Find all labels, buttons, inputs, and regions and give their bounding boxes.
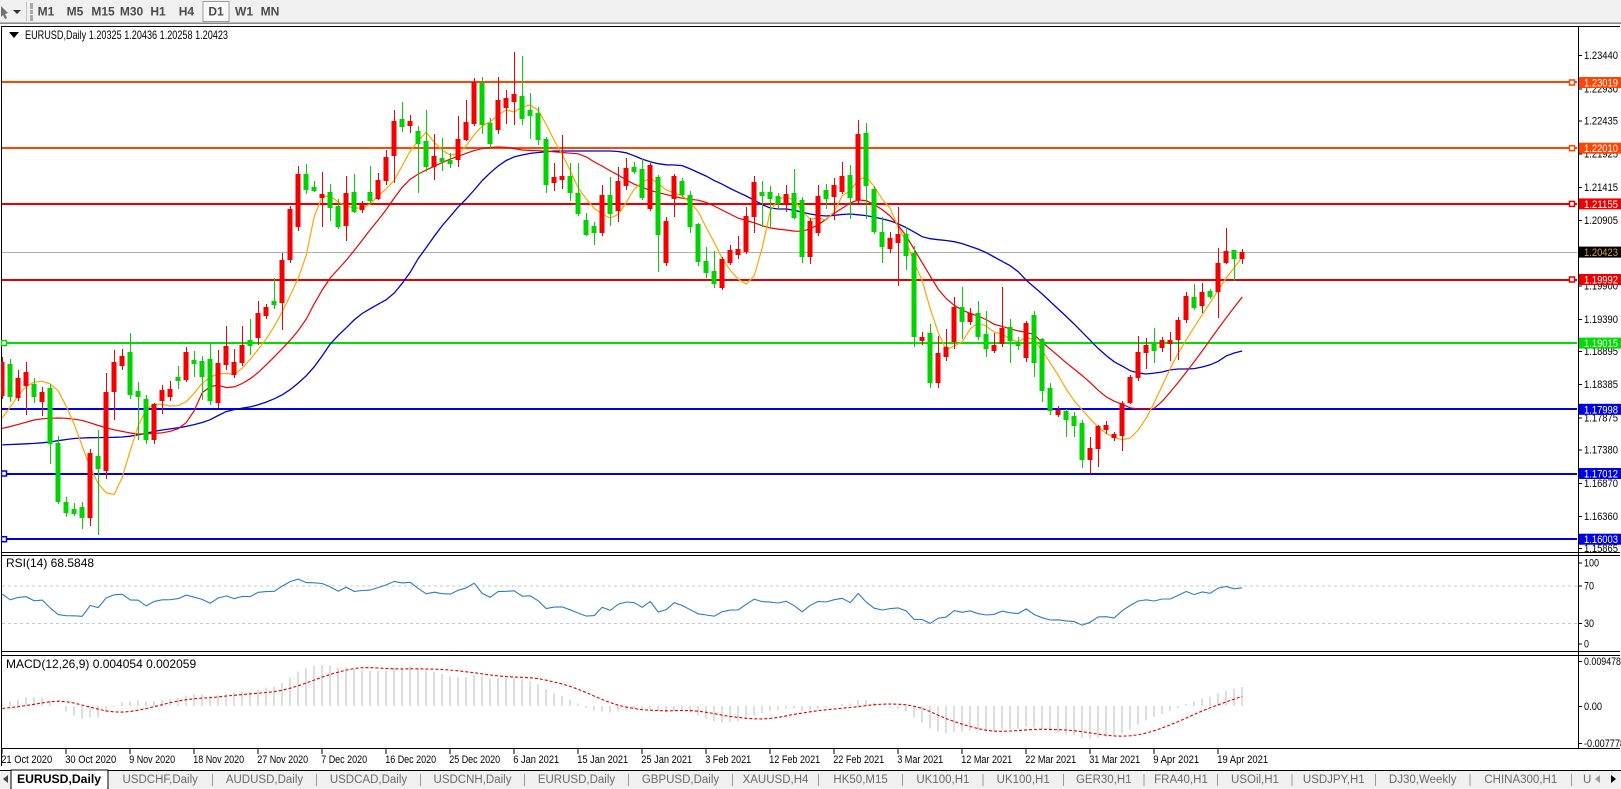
- svg-text:21 Oct 2020: 21 Oct 2020: [1, 754, 52, 766]
- svg-text:3 Mar 2021: 3 Mar 2021: [897, 754, 943, 766]
- svg-text:1.18895: 1.18895: [1584, 346, 1618, 358]
- svg-text:1.17380: 1.17380: [1584, 445, 1618, 457]
- svg-text:RSI(14) 68.5848: RSI(14) 68.5848: [6, 556, 94, 570]
- svg-text:GBPUSD,Daily: GBPUSD,Daily: [642, 774, 720, 786]
- svg-text:DJ30,Weekly: DJ30,Weekly: [1389, 774, 1457, 786]
- svg-text:1.19390: 1.19390: [1584, 314, 1618, 326]
- svg-text:31 Mar 2021: 31 Mar 2021: [1089, 754, 1140, 766]
- svg-text:HK50,M15: HK50,M15: [833, 774, 887, 786]
- svg-text:1.17875: 1.17875: [1584, 412, 1618, 424]
- svg-text:GER30,H1: GER30,H1: [1076, 774, 1132, 786]
- svg-text:3 Feb 2021: 3 Feb 2021: [705, 754, 751, 766]
- svg-text:M5: M5: [67, 5, 84, 19]
- svg-text:1.21155: 1.21155: [1584, 199, 1618, 211]
- svg-text:XAUUSD,H4: XAUUSD,H4: [743, 774, 809, 786]
- svg-text:1.16870: 1.16870: [1584, 478, 1618, 490]
- svg-text:M1: M1: [38, 5, 55, 19]
- svg-text:16 Dec 2020: 16 Dec 2020: [385, 754, 436, 766]
- svg-text:9 Nov 2020: 9 Nov 2020: [129, 754, 175, 766]
- svg-text:1.15865: 1.15865: [1584, 543, 1618, 555]
- svg-text:6 Jan 2021: 6 Jan 2021: [513, 754, 559, 766]
- svg-text:1.23440: 1.23440: [1584, 50, 1618, 62]
- svg-text:22 Feb 2021: 22 Feb 2021: [833, 754, 884, 766]
- svg-text:1.21415: 1.21415: [1584, 182, 1618, 194]
- svg-text:30: 30: [1584, 618, 1594, 630]
- svg-text:W1: W1: [235, 5, 253, 19]
- svg-text:H4: H4: [179, 5, 195, 19]
- svg-text:USDCAD,Daily: USDCAD,Daily: [330, 774, 408, 786]
- svg-text:12 Mar 2021: 12 Mar 2021: [961, 754, 1012, 766]
- svg-text:1.19992: 1.19992: [1584, 275, 1618, 287]
- svg-text:1.20423: 1.20423: [1584, 247, 1618, 259]
- svg-text:19 Apr 2021: 19 Apr 2021: [1217, 754, 1268, 766]
- svg-text:EURUSD,Daily 1.20325 1.20436: EURUSD,Daily 1.20325 1.20436 1.20258 1.2…: [25, 28, 228, 42]
- svg-text:USOil,H1: USOil,H1: [1231, 774, 1279, 786]
- svg-text:-0.007778: -0.007778: [1584, 738, 1621, 750]
- svg-text:18 Nov 2020: 18 Nov 2020: [193, 754, 244, 766]
- svg-text:1.16360: 1.16360: [1584, 511, 1618, 523]
- svg-text:25 Jan 2021: 25 Jan 2021: [641, 754, 692, 766]
- svg-text:EURUSD,Daily: EURUSD,Daily: [17, 774, 102, 786]
- svg-text:EURUSD,Daily: EURUSD,Daily: [538, 774, 616, 786]
- svg-text:12 Feb 2021: 12 Feb 2021: [769, 754, 820, 766]
- svg-text:AUDUSD,Daily: AUDUSD,Daily: [226, 774, 304, 786]
- svg-text:H1: H1: [150, 5, 166, 19]
- svg-text:27 Nov 2020: 27 Nov 2020: [257, 754, 308, 766]
- svg-text:USDCNH,Daily: USDCNH,Daily: [434, 774, 512, 786]
- svg-text:UK100,H1: UK100,H1: [997, 774, 1050, 786]
- svg-text:7 Dec 2020: 7 Dec 2020: [321, 754, 367, 766]
- svg-text:M15: M15: [91, 5, 115, 19]
- svg-text:D1: D1: [208, 5, 224, 19]
- svg-text:1.19015: 1.19015: [1584, 338, 1618, 350]
- svg-text:1.23019: 1.23019: [1584, 78, 1618, 90]
- svg-text:25 Dec 2020: 25 Dec 2020: [449, 754, 500, 766]
- svg-text:USDCHF,Daily: USDCHF,Daily: [122, 774, 198, 786]
- svg-text:30 Oct 2020: 30 Oct 2020: [65, 754, 116, 766]
- svg-text:FRA40,H1: FRA40,H1: [1154, 774, 1208, 786]
- svg-text:UK100,H1: UK100,H1: [916, 774, 969, 786]
- svg-text:9 Apr 2021: 9 Apr 2021: [1153, 754, 1199, 766]
- svg-text:1.20905: 1.20905: [1584, 215, 1618, 227]
- svg-text:1.18385: 1.18385: [1584, 379, 1618, 391]
- svg-text:0.009478: 0.009478: [1584, 656, 1621, 668]
- svg-text:1.16003: 1.16003: [1584, 534, 1618, 546]
- svg-text:1.17012: 1.17012: [1584, 469, 1618, 481]
- svg-text:U: U: [1583, 774, 1591, 786]
- svg-text:MN: MN: [261, 5, 280, 19]
- svg-text:USDJPY,H1: USDJPY,H1: [1303, 774, 1365, 786]
- svg-text:1.22435: 1.22435: [1584, 116, 1618, 128]
- svg-text:70: 70: [1584, 580, 1594, 592]
- svg-text:M30: M30: [120, 5, 144, 19]
- svg-text:1.17998: 1.17998: [1584, 404, 1618, 416]
- svg-text:0.00: 0.00: [1584, 701, 1602, 713]
- svg-text:1.22010: 1.22010: [1584, 143, 1618, 155]
- svg-text:0: 0: [1584, 639, 1589, 651]
- svg-text:MACD(12,26,9) 0.004054 0.00205: MACD(12,26,9) 0.004054 0.002059: [6, 657, 196, 671]
- svg-text:22 Mar 2021: 22 Mar 2021: [1025, 754, 1076, 766]
- svg-text:15 Jan 2021: 15 Jan 2021: [577, 754, 628, 766]
- svg-text:CHINA300,H1: CHINA300,H1: [1484, 774, 1557, 786]
- svg-text:100: 100: [1584, 557, 1599, 569]
